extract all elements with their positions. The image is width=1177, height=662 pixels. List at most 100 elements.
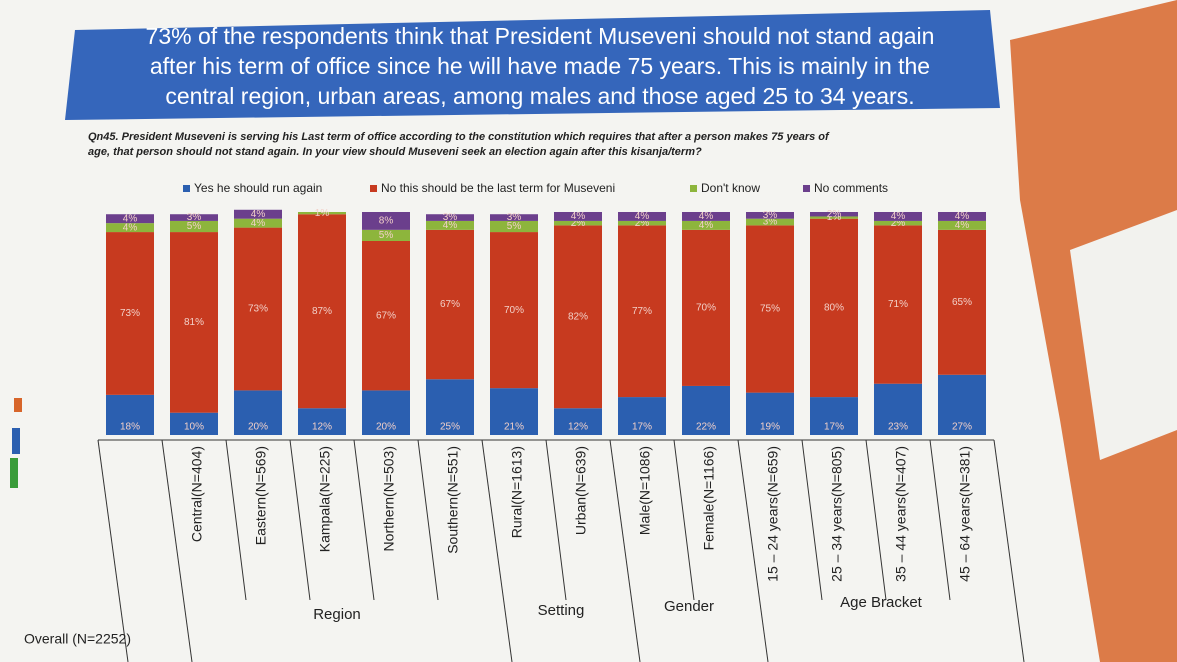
bar-segment [682,220,730,230]
bar-segment [106,394,154,435]
bar-segment [362,212,410,230]
headline-banner [65,10,1000,120]
data-label: 87% [312,306,332,317]
bar-segment [490,214,538,221]
table-line [865,439,887,601]
data-label: 4% [699,211,714,222]
data-label: 81% [184,317,204,328]
table-line [289,439,311,601]
legend-label: No this should be the last term for Muse… [381,181,615,195]
data-label: 67% [440,299,460,310]
category-label: Male(N=1086) [637,446,653,535]
bar-segment [554,225,602,409]
legend-label: Don't know [701,181,760,195]
bar-segment [490,220,538,233]
data-label: 25% [440,422,460,433]
data-label: 2% [827,209,842,220]
data-label: 4% [891,211,906,222]
data-label: 75% [760,304,780,315]
table-line [97,439,129,662]
bar-segment [234,218,282,228]
data-label: 2% [635,218,650,229]
side-mark [12,428,20,454]
data-label: 3% [763,217,778,228]
table-line [609,439,641,662]
bar-segment [106,232,154,395]
bar-segment [362,240,410,391]
bar-segment [874,383,922,435]
bar-segment [554,408,602,435]
bar-segment [426,220,474,230]
data-label: 73% [248,304,268,315]
bar-segment [298,214,346,409]
data-label: 3% [187,212,202,223]
data-label: 22% [696,422,716,433]
data-label: 65% [952,297,972,308]
data-label: 4% [123,213,138,224]
bar-segment [554,220,602,226]
data-label: 3% [763,210,778,221]
data-label: 77% [632,306,652,317]
category-label: Northern(N=503) [381,446,397,551]
bar-segment [938,212,986,221]
table-line [225,439,247,601]
bar-segment [746,212,794,219]
table-line [673,439,695,601]
bar-segment [426,229,474,380]
category-label: Eastern(N=569) [253,446,269,545]
data-label: 12% [568,422,588,433]
category-label: Southern(N=551) [445,446,461,554]
data-label: 82% [568,311,588,322]
bar-segment [746,218,794,226]
data-label: 2% [891,218,906,229]
data-label: 4% [443,220,458,231]
data-label: 4% [955,211,970,222]
bar-segment [810,397,858,435]
data-label: 4% [635,211,650,222]
table-line [993,439,1025,662]
data-label: 5% [379,230,394,241]
data-label: 1% [315,208,330,219]
bar-segment [618,220,666,226]
data-label: 4% [955,220,970,231]
data-label: 12% [312,422,332,433]
data-label: 70% [504,305,524,316]
data-label: 27% [952,422,972,433]
table-line [545,439,567,601]
group-label: Age Bracket [840,594,923,611]
category-label: Central(N=404) [189,446,205,542]
category-label: Kampala(N=225) [317,446,333,552]
category-label: 15 – 24 years(N=659) [765,446,781,582]
bar-segment [810,216,858,219]
data-label: 19% [760,422,780,433]
bar-segment [874,212,922,221]
category-label: 25 – 34 years(N=805) [829,446,845,582]
chart: Yes he should run again No this should be… [24,181,1025,662]
bar-segment [170,412,218,435]
bar-segment [618,397,666,435]
bar-segment [874,225,922,384]
bar-segment [682,212,730,221]
table-line [801,439,823,601]
data-label: 4% [123,222,138,233]
category-label: 35 – 44 years(N=407) [893,446,909,582]
category-label: Rural(N=1613) [509,446,525,538]
bar-segment [810,212,858,217]
table-line [353,439,375,601]
bar-segment [170,220,218,233]
bar-segment [170,214,218,221]
data-label: 4% [699,220,714,231]
page-decoration [1070,210,1177,460]
legend-swatch [690,185,697,192]
table-line [481,439,513,662]
bar-segment [234,227,282,391]
bar-segment [298,212,346,215]
question: age, that person should not stand again.… [88,146,702,158]
category-label: 45 – 64 years(N=381) [957,446,973,582]
data-label: 4% [251,218,266,229]
data-label: 17% [824,422,844,433]
data-label: 8% [379,216,394,227]
bar-segment [938,220,986,230]
data-label: 2% [571,218,586,229]
